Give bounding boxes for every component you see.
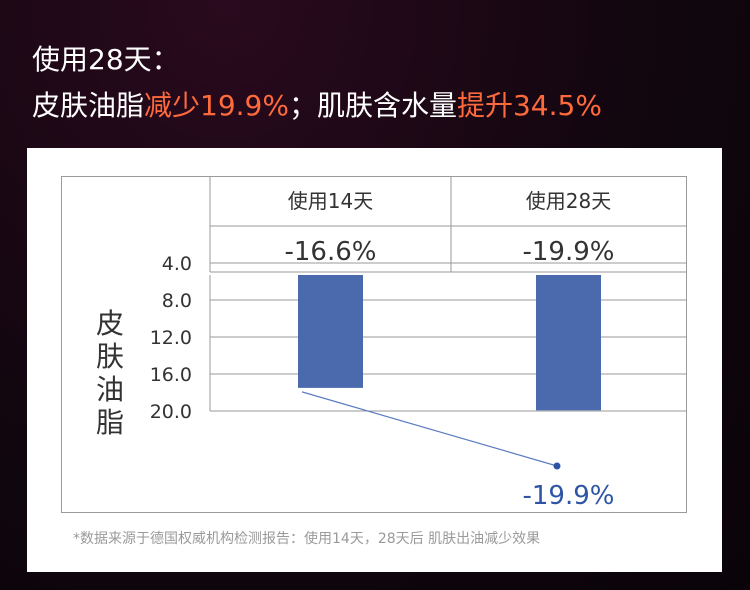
- headline-line-2: 皮肤油脂减少19.9%；肌肤含水量提升34.5%: [32, 84, 602, 124]
- y-tick-label-5: 20.0: [150, 401, 192, 423]
- headline-oil-label: 皮肤油脂: [32, 89, 145, 122]
- y-axis-title-char-4: 脂: [96, 406, 124, 439]
- oil-reduction-chart: 使用14天 -16.6% 使用28天 -19.9% 4.0 8.0 12.0 16.0 20.0…: [96, 176, 686, 511]
- headline-line-1-text: 使用28天：: [32, 43, 180, 76]
- y-axis-title-char-1: 皮: [96, 307, 124, 340]
- trend-value-label: -19.9%: [523, 481, 615, 511]
- category-label-1: 使用14天: [288, 189, 373, 213]
- value-label-1: -16.6%: [285, 237, 377, 267]
- category-label-2: 使用28天: [526, 189, 611, 213]
- headline-moisture-value: 提升34.5%: [456, 89, 602, 122]
- headline-oil-value: 减少19.9%: [144, 89, 289, 122]
- headline-line-1: 使用28天：: [32, 38, 180, 78]
- bar-2: [536, 275, 601, 411]
- y-tick-label-4: 16.0: [150, 364, 192, 386]
- headline-moisture-label: ；肌肤含水量: [288, 89, 457, 122]
- y-axis-title-char-2: 肤: [96, 340, 124, 373]
- y-tick-label-1: 4.0: [162, 253, 192, 275]
- trend-point: [553, 462, 561, 470]
- chart-panel: 使用14天 -16.6% 使用28天 -19.9% 4.0 8.0 12.0 16.0 20.0…: [27, 148, 722, 572]
- value-label-2: -19.9%: [523, 237, 615, 267]
- y-axis-title-char-3: 油: [96, 373, 124, 406]
- y-tick-label-2: 8.0: [162, 290, 192, 312]
- y-tick-label-3: 12.0: [150, 327, 192, 349]
- footnote: *数据来源于德国权威机构检测报告：使用14天，28天后 肌肤出油减少效果: [73, 531, 541, 547]
- bar-1: [298, 275, 363, 388]
- chart-frame: [61, 176, 687, 513]
- trend-line: [301, 391, 558, 467]
